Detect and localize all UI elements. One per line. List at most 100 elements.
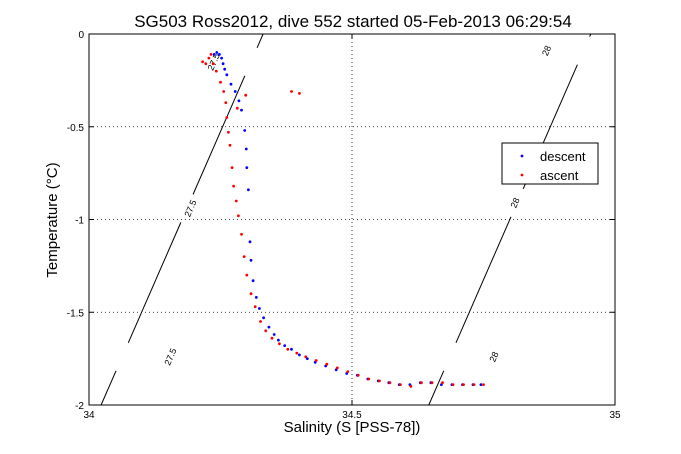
contour-line	[455, 216, 512, 343]
ascent-point	[462, 383, 465, 386]
ascent-point	[290, 90, 293, 93]
ascent-point	[249, 292, 253, 296]
ascent-point	[237, 214, 240, 218]
ascent-point	[201, 60, 205, 64]
descent-point	[220, 56, 224, 60]
ascent-point	[270, 336, 274, 340]
ascent-point	[204, 62, 208, 66]
ascent-point	[367, 377, 371, 381]
descent-point	[479, 383, 483, 386]
ascent-point	[325, 362, 329, 366]
ascent-point	[228, 143, 232, 147]
legend-descent-marker	[520, 154, 524, 158]
descent-point	[229, 82, 233, 86]
descent-point	[225, 73, 229, 77]
ascent-point	[420, 381, 423, 385]
ascent-point	[346, 370, 350, 373]
x-tick-label: 34.5	[342, 410, 362, 421]
chart-title: SG503 Ross2012, dive 552 started 05-Feb-…	[134, 12, 572, 31]
descent-point	[247, 188, 250, 192]
ascent-point	[472, 383, 476, 386]
plot-area	[89, 34, 615, 405]
contour-label: 28	[540, 44, 553, 57]
descent-point	[218, 53, 221, 56]
ascent-point	[234, 199, 238, 203]
descent-point	[277, 338, 280, 342]
ascent-point	[335, 366, 339, 370]
y-tick-label: -1.5	[67, 308, 85, 319]
ascent-point	[298, 92, 301, 95]
ascent-point	[482, 383, 485, 386]
descent-point	[262, 316, 265, 320]
legend-descent-label: descent	[540, 149, 586, 164]
legend-box	[501, 142, 599, 185]
descent-point	[267, 325, 271, 329]
descent-point	[215, 51, 219, 54]
descent-point	[244, 147, 248, 151]
legend-ascent-marker	[520, 173, 524, 177]
descent-point	[212, 53, 216, 56]
ascent-point	[235, 106, 239, 110]
descent-point	[245, 166, 249, 170]
ascent-point	[378, 379, 381, 383]
ascent-point	[388, 381, 392, 385]
y-tick-label: 0	[78, 30, 84, 41]
contour-label: 28	[487, 350, 500, 363]
ascent-point	[211, 62, 215, 66]
descent-point	[243, 129, 247, 132]
x-axis-label: Salinity (S [PSS-78])	[284, 419, 421, 436]
contour-label: 28	[509, 196, 522, 209]
descent-point	[272, 333, 276, 336]
ascent-point	[245, 273, 249, 277]
legend: descent ascent	[501, 142, 599, 185]
descent-point	[237, 99, 241, 103]
ascent-point	[264, 329, 268, 333]
ascent-point	[259, 320, 262, 323]
ascent-point	[409, 385, 413, 388]
descent-point	[258, 307, 261, 310]
ascent-point	[222, 90, 226, 93]
ascent-point	[451, 383, 455, 386]
series-ascent	[201, 53, 485, 388]
ascent-point	[253, 305, 257, 309]
ascent-point	[219, 80, 222, 84]
ascent-point	[240, 232, 243, 236]
descent-point	[251, 279, 255, 283]
contour-line	[428, 370, 445, 406]
x-tick-label: 35	[609, 410, 621, 421]
ascent-point	[304, 355, 308, 359]
descent-point	[283, 344, 287, 347]
descent-point	[305, 357, 309, 360]
ascent-point	[242, 255, 246, 258]
data-points	[201, 51, 485, 388]
contour-line	[256, 33, 264, 49]
ascent-point	[295, 351, 299, 355]
descent-point	[240, 108, 243, 112]
descent-point	[233, 90, 237, 93]
ascent-point	[278, 342, 281, 346]
descent-point	[221, 62, 225, 66]
ascent-point	[230, 166, 234, 170]
y-axis-label: Temperature (°C)	[44, 162, 61, 277]
descent-point	[249, 258, 253, 262]
ascent-point	[441, 381, 444, 385]
x-tick-label: 34	[83, 410, 95, 421]
descent-point	[298, 353, 301, 357]
ascent-point	[286, 347, 290, 351]
ascent-point	[225, 116, 229, 119]
contour-line	[127, 222, 182, 343]
ascent-point	[224, 101, 228, 104]
descent-point	[290, 347, 293, 351]
ascent-point	[244, 93, 248, 97]
ascent-point	[232, 184, 236, 188]
ascent-point	[214, 69, 218, 73]
y-tick-label: -1	[75, 216, 84, 227]
ascent-point	[227, 130, 230, 134]
ascent-point	[430, 381, 434, 385]
ascent-point	[356, 373, 360, 377]
y-tick-label: -2	[75, 401, 84, 412]
ascent-point	[314, 359, 318, 362]
descent-point	[254, 296, 258, 299]
legend-ascent-label: ascent	[540, 168, 579, 183]
